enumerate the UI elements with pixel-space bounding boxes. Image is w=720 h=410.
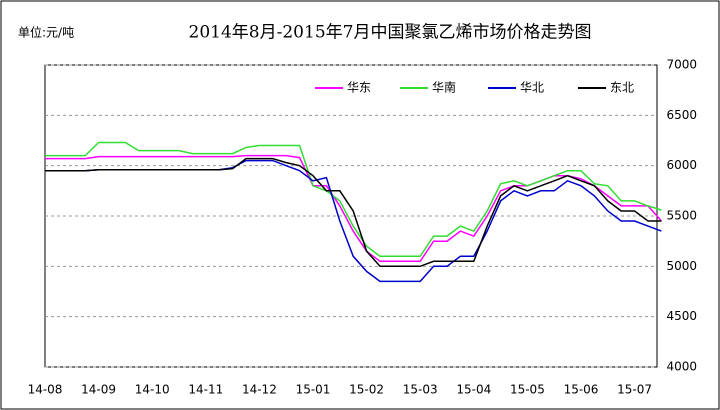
y-tick-label: 5000: [666, 259, 697, 273]
x-tick-label: 15-04: [456, 383, 491, 397]
x-tick-label: 14-09: [81, 383, 116, 397]
series-line: [45, 157, 662, 268]
y-tick-label: 7000: [666, 58, 697, 72]
legend-label: 东北: [610, 81, 634, 95]
legend-label: 华北: [520, 81, 544, 95]
unit-label: 单位:元/吨: [18, 25, 74, 40]
y-tick-label: 6500: [666, 108, 697, 122]
x-tick-label: 14-11: [188, 383, 223, 397]
chart-title: 2014年8月-2015年7月中国聚氯乙烯市场价格走势图: [189, 23, 592, 43]
legend-label: 华东: [347, 81, 371, 95]
y-tick-label: 6000: [666, 158, 697, 172]
series-line: [45, 154, 662, 263]
y-tick-label: 4500: [666, 309, 697, 323]
legend-label: 华南: [432, 80, 456, 95]
x-tick-label: 15-01: [296, 383, 331, 397]
x-tick-label: 14-12: [242, 383, 277, 397]
x-tick-label: 15-07: [617, 383, 652, 397]
x-tick-label: 15-03: [403, 383, 438, 397]
x-tick-label: 14-08: [28, 383, 63, 397]
y-tick-label: 5500: [666, 209, 697, 223]
x-tick-label: 15-06: [564, 383, 599, 397]
x-tick-label: 14-10: [135, 383, 170, 397]
y-tick-label: 4000: [666, 360, 697, 374]
x-tick-label: 15-05: [510, 383, 545, 397]
x-tick-label: 15-02: [349, 383, 384, 397]
series-line: [45, 141, 662, 258]
